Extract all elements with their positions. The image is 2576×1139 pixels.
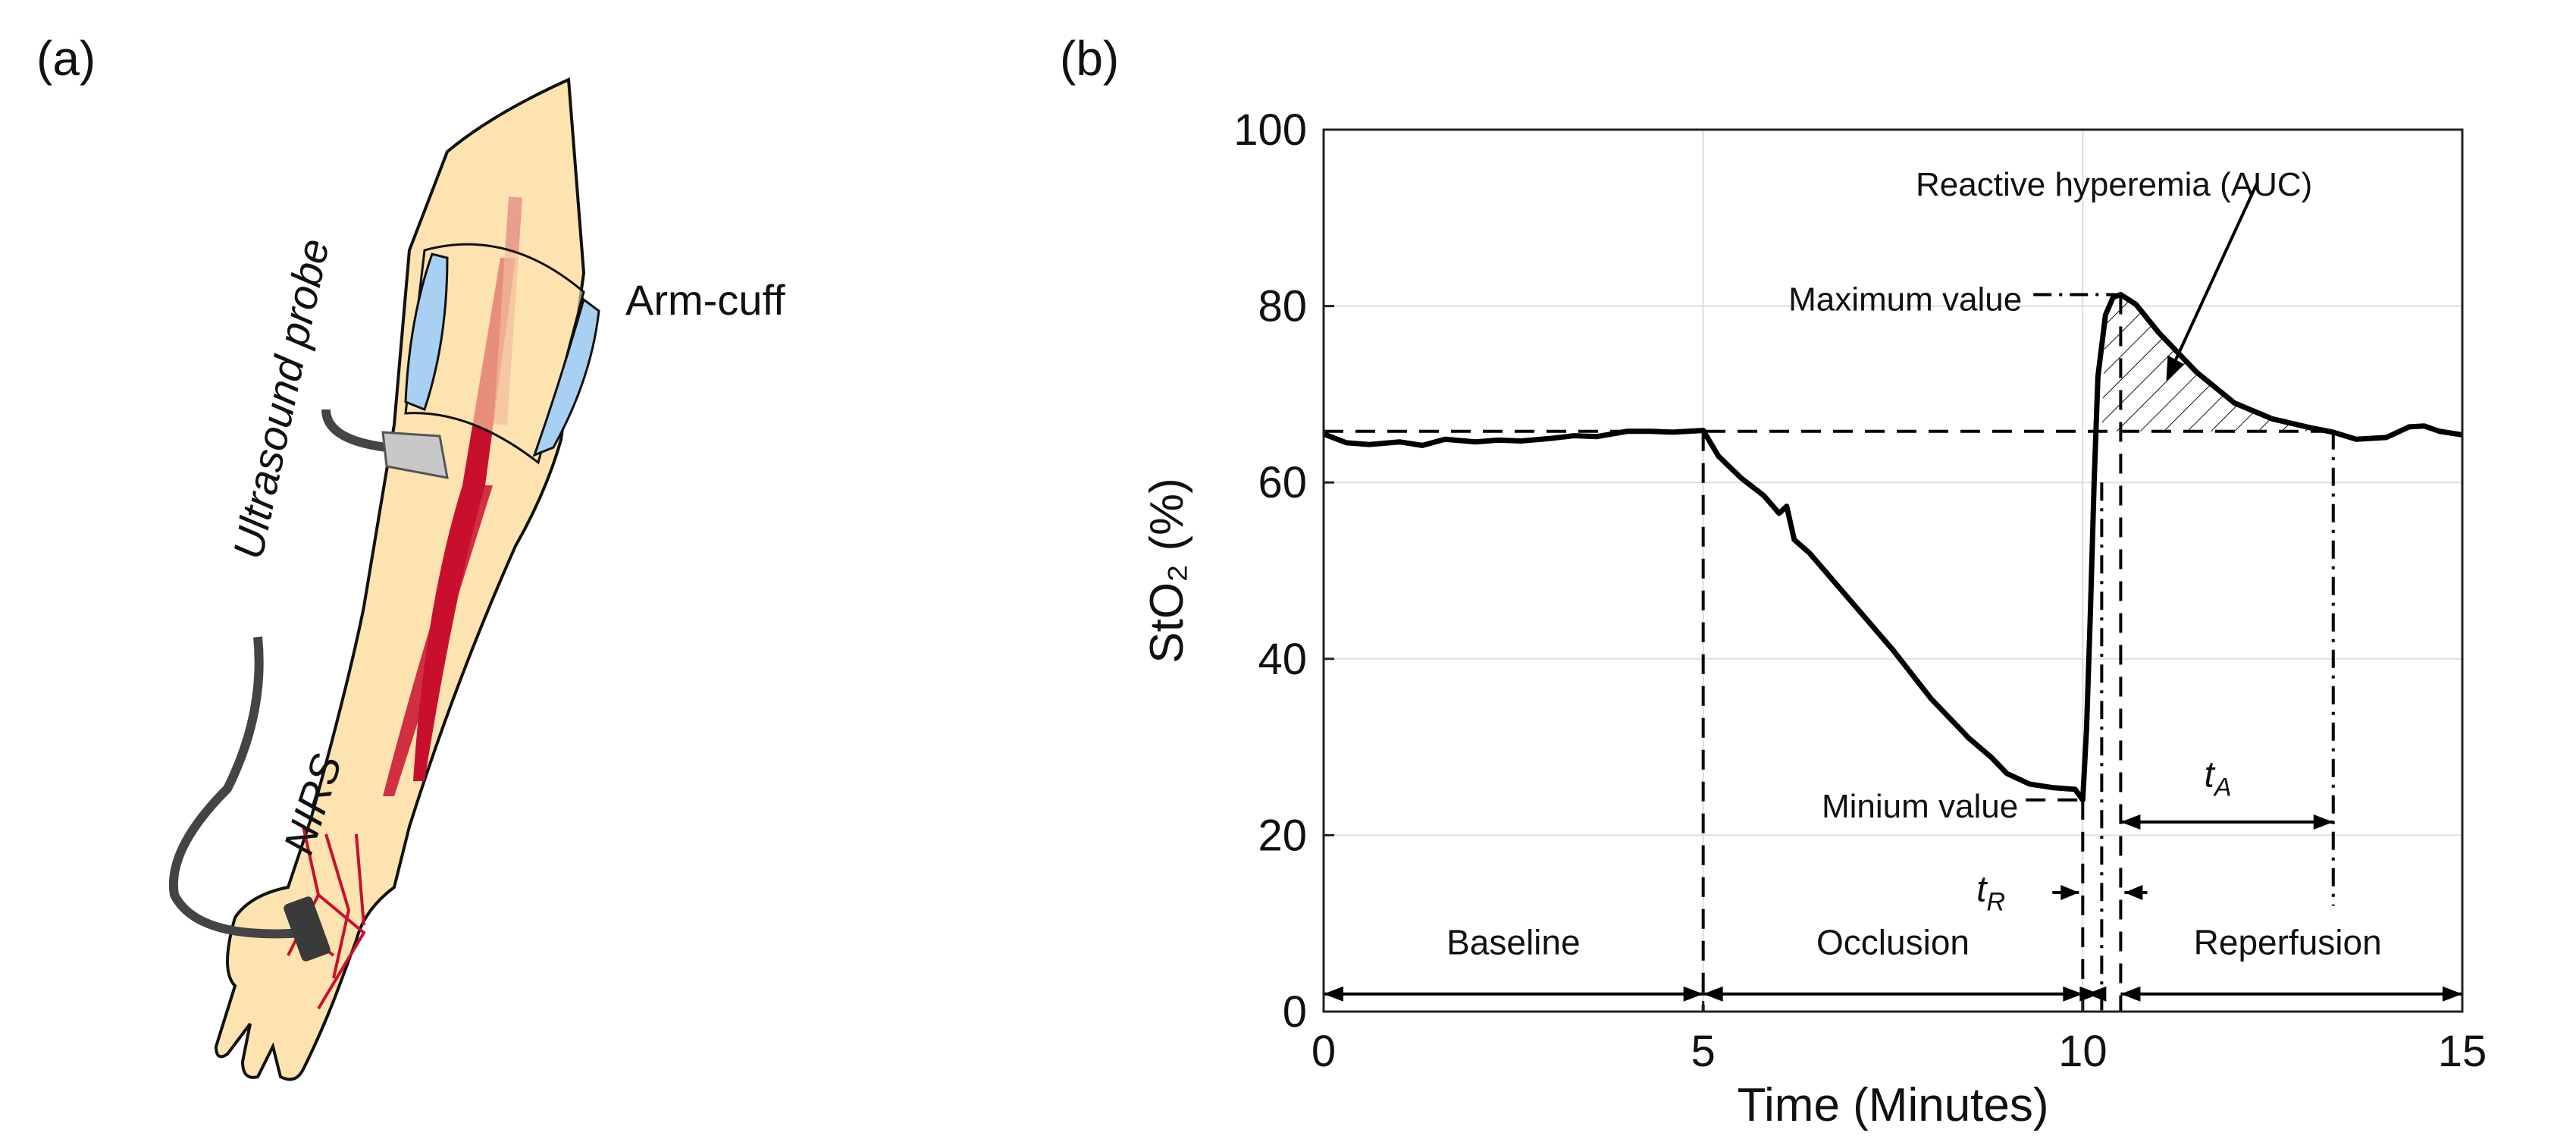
nirs-cable [168,636,304,939]
cuff-label: Arm-cuff [625,276,785,324]
tr-arrow-left-head [2060,884,2079,900]
auc-pointer-arrow [2168,181,2259,373]
baseline-arrow-head-left [1324,986,1343,1002]
x-tick-label: 5 [1691,1027,1716,1076]
x-tick-label: 10 [2058,1027,2107,1076]
y-tick-label: 60 [1258,458,1307,507]
artery-branch [383,485,493,796]
ta-arrow-head-left [2120,814,2141,830]
ta-arrow-head-right [2313,814,2333,830]
max-value-annotation: Maximum value [1788,281,2022,318]
x-tick-label: 0 [1312,1027,1336,1076]
y-tick-label: 0 [1283,987,1307,1037]
arm-cuff [404,243,585,465]
tr-gap-arrow-head-right [2079,986,2100,1002]
panel-a-label: (a) [36,31,96,86]
nirs-sensor [284,896,331,962]
panel-b-label: (b) [1060,31,1120,86]
tr-arrow-right-head [2124,884,2143,900]
x-tick-label: 15 [2438,1027,2487,1076]
occlusion-arrow-head-left [1703,986,1723,1002]
capillaries [287,826,366,1010]
phase-label-reperfusion: Reperfusion [2194,922,2382,962]
cuff-pad-left [404,253,449,411]
y-tick-label: 80 [1258,282,1307,331]
min-value-annotation: Minium value [1822,788,2018,825]
phase-label-baseline: Baseline [1446,922,1580,962]
baseline-arrow-head-right [1683,986,1703,1002]
y-tick-label: 20 [1258,811,1307,860]
phase-label-occlusion: Occlusion [1816,922,1970,962]
auc-annotation: Reactive hyperemia (AUC) [1916,166,2312,203]
ta-annotation: tA [2205,755,2232,802]
x-axis-label: Time (Minutes) [1737,1079,2048,1131]
sto2-series-line [1322,291,2463,803]
probe-cable [321,409,387,452]
tr-annotation: tR [1976,870,2005,917]
arm-illustration: Ultrasound probe Arm-cuff NIRS [168,77,785,1081]
reperfusion-arrow-head-right [2443,986,2462,1002]
y-axis-label: StO₂ (%) [1141,478,1193,664]
y-tick-label: 40 [1258,635,1307,684]
cuff-pad-right [532,297,600,457]
occlusion-arrow-head-right [2063,986,2083,1002]
y-tick-label: 100 [1233,105,1307,155]
plot-frame [1322,128,2464,1013]
ultrasound-probe [381,431,449,479]
auc-hatched-area [2101,294,2333,431]
reperfusion-arrow-head-left [2120,986,2141,1002]
